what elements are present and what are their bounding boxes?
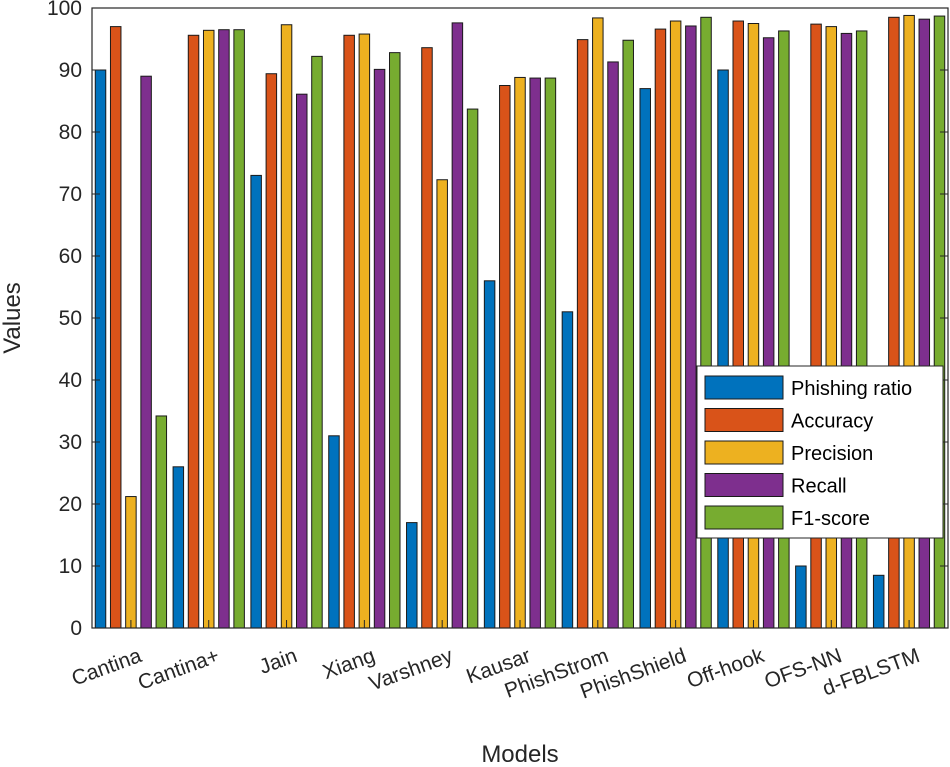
bar-f1-score-kausar [544,77,557,629]
bar-phishing-ratio-phishshield [639,88,651,629]
legend-label: Phishing ratio [791,378,912,400]
bar-phishing-ratio-varshney [406,522,418,629]
bar-accuracy-phishshield [654,28,667,629]
bar-accuracy-cantina- [187,34,200,629]
plot-frame [91,7,949,629]
bar-precision-phishstrom [592,17,604,629]
x-tick-label: Jain [256,644,300,679]
bar-recall-phishstrom [607,61,619,629]
bar-recall-off-hook [762,37,775,629]
bar-recall-ofs-nn [840,32,853,629]
legend-label: Accuracy [791,411,873,433]
bar-f1-score-varshney [466,108,479,629]
y-tick-label: 80 [59,121,82,144]
bar-phishing-ratio-cantina- [172,466,185,629]
legend-label: Precision [791,443,873,465]
x-axis-title: Models [481,741,558,767]
legend-label: Recall [791,476,847,498]
y-tick-label: 60 [59,245,82,268]
y-tick-label: 10 [59,555,82,578]
bar-precision-kausar [514,76,526,629]
bar-recall-phishshield [685,25,697,629]
bar-accuracy-xiang [343,34,355,629]
y-tick-label: 50 [59,307,82,330]
y-tick-label: 90 [59,59,82,82]
y-axis-ticks: 0 10 20 30 40 50 60 70 80 90 100 [47,0,948,640]
y-tick-label: 20 [59,493,82,516]
bar-f1-score-phishstrom [622,39,634,629]
bar-precision-jain [280,24,293,629]
bar-precision-cantina [125,496,137,629]
legend-swatch [704,408,784,432]
bar-accuracy-varshney [421,47,433,629]
bar-accuracy-kausar [499,85,511,629]
legend-swatch [704,505,784,530]
y-axis-title: Values [0,282,26,354]
bar-f1-score-jain [311,55,323,629]
bar-accuracy-phishstrom [576,39,589,629]
x-tick-label: Varshney [366,644,456,696]
bar-recall-varshney [451,22,464,629]
bar-f1-score-cantina- [233,29,245,629]
bar-precision-phishshield [669,20,682,629]
bar-recall-xiang [373,68,386,629]
bar-phishing-ratio-jain [250,174,262,629]
bar-recall-kausar [529,77,541,629]
bar-f1-score-xiang [389,52,401,629]
bar-accuracy-cantina [109,26,122,629]
y-tick-label: 30 [59,431,82,454]
bar-phishing-ratio-cantina [94,69,107,629]
bar-recall-jain [296,93,308,629]
y-tick-label: 70 [59,183,82,206]
bar-phishing-ratio-d-fblstm [872,574,885,629]
bar-phishing-ratio-kausar [483,280,496,629]
bar-phishing-ratio-phishstrom [561,311,574,629]
bar-phishing-ratio-xiang [328,435,340,629]
legend-swatch [704,440,784,465]
x-tick-label: Cantina [69,644,145,690]
bar-phishing-ratio-ofs-nn [795,565,807,629]
x-tick-label: Cantina+ [135,644,222,695]
bar-accuracy-jain [265,73,278,629]
x-tick-label: Off-hook [684,644,768,693]
bar-recall-cantina [140,75,152,629]
bar-precision-varshney [436,179,448,629]
legend-swatch [704,473,784,497]
bar-phishing-ratio-off-hook [717,69,729,629]
legend-swatch [704,375,784,400]
y-tick-label: 0 [70,617,82,640]
y-tick-label: 100 [47,0,82,20]
bar-precision-cantina- [202,29,215,629]
bar-precision-xiang [358,33,371,629]
legend-label: F1-score [791,508,870,530]
legend: Phishing ratio Accuracy Precision Recall F1-… [696,365,944,539]
y-tick-label: 40 [59,369,82,392]
bar-f1-score-cantina [155,415,168,629]
bar-recall-cantina- [218,29,230,629]
